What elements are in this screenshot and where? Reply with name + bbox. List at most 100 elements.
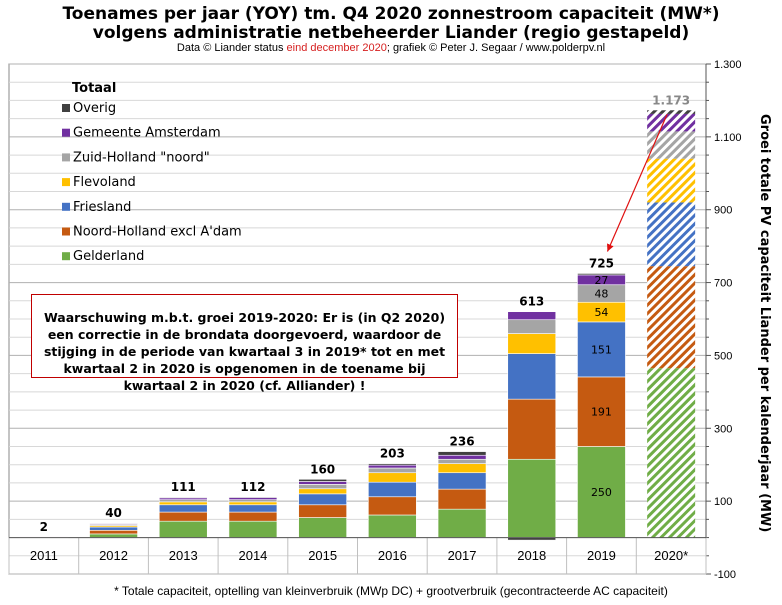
legend-swatch xyxy=(62,227,70,236)
bar-segment xyxy=(228,496,278,498)
x-tick-label: 2012 xyxy=(99,548,128,563)
bar-segment xyxy=(577,376,626,447)
x-tick-label: 2013 xyxy=(169,548,198,563)
bar-segment xyxy=(507,398,557,460)
bar-segment xyxy=(647,110,696,114)
y-tick-label: 300 xyxy=(714,423,732,435)
total-label: 236 xyxy=(450,435,475,449)
bar-segment xyxy=(368,514,417,538)
y-tick-label: 700 xyxy=(714,278,732,290)
bar-segment xyxy=(298,484,347,490)
total-label: 1.173 xyxy=(652,93,690,107)
bar-segment xyxy=(437,488,487,510)
bar-segment xyxy=(437,454,487,460)
bar-segment xyxy=(298,481,347,485)
bar-segment xyxy=(647,368,696,538)
bar-segment xyxy=(228,497,278,500)
segment-label: 151 xyxy=(591,343,612,356)
subtitle-prefix: Data © Liander status xyxy=(176,42,287,54)
bar-segment xyxy=(158,504,208,513)
legend-label: Overig xyxy=(73,101,116,116)
bar-segment xyxy=(298,488,347,495)
bar-segment xyxy=(647,131,696,159)
bar-segment xyxy=(368,496,417,516)
bar-segment xyxy=(368,472,417,483)
legend-swatch xyxy=(62,153,70,162)
subtitle-suffix: ; grafiek © Peter J. Segaar / www.polder… xyxy=(386,42,606,54)
bar-segment xyxy=(437,463,487,474)
bar-segment xyxy=(228,520,278,538)
chart-title: Toenames per jaar (YOY) tm. Q4 2020 zonn… xyxy=(62,4,720,24)
total-label: 2 xyxy=(40,520,48,534)
bar-segment xyxy=(507,353,557,400)
y-tick-label: 100 xyxy=(714,496,732,508)
total-label: 203 xyxy=(380,447,405,461)
legend-label: Friesland xyxy=(73,200,131,215)
x-tick-label: 2016 xyxy=(378,548,407,563)
total-label: 112 xyxy=(240,480,265,494)
bar-segment xyxy=(158,496,208,499)
legend-label: Gemeente Amsterdam xyxy=(73,126,221,141)
legend-label: Flevoland xyxy=(73,175,136,190)
bar-segment xyxy=(368,467,417,474)
bar-segment xyxy=(298,478,347,482)
x-tick-label: 2018 xyxy=(517,548,546,563)
segment-label: 27 xyxy=(594,274,608,287)
bar-segment xyxy=(647,113,696,132)
subtitle-status-date: eind december 2020 xyxy=(286,42,387,54)
segment-label: 54 xyxy=(594,306,608,319)
legend-swatch xyxy=(62,252,70,261)
bar-segment xyxy=(89,522,138,524)
chart-title-line2: volgens administratie netbeheerder Liand… xyxy=(92,23,690,43)
legend-label: Noord-Holland excl A'dam xyxy=(73,225,242,240)
warning-box: Waarschuwing m.b.t. groei 2019-2020: Er … xyxy=(31,294,458,393)
bar-segment xyxy=(647,202,696,267)
bar-segment xyxy=(298,504,347,518)
y-tick-label: 1.300 xyxy=(714,59,742,71)
bar-segment xyxy=(228,501,278,506)
bar-segment xyxy=(368,464,417,469)
bar-segment xyxy=(577,321,626,378)
legend-title: Totaal xyxy=(72,81,116,96)
x-tick-label: 2014 xyxy=(238,548,267,563)
bar-segment xyxy=(298,493,347,506)
total-label: 613 xyxy=(519,295,544,309)
bar-segment xyxy=(158,501,208,506)
bar-segment xyxy=(647,266,696,369)
bar-segment xyxy=(158,499,208,503)
y-axis-label: Groei totale PV capaciteit Liander per k… xyxy=(757,113,772,533)
bar-segment xyxy=(437,472,487,490)
footnote: * Totale capaciteit, optelling van klein… xyxy=(114,584,668,598)
bar-segment xyxy=(89,529,138,535)
total-label: 111 xyxy=(171,480,196,494)
x-tick-label: 2019 xyxy=(587,548,616,563)
x-tick-label: 2015 xyxy=(308,548,337,563)
legend-swatch xyxy=(62,104,70,112)
x-tick-label: 2011 xyxy=(30,548,58,563)
bar-segment xyxy=(228,504,278,513)
bar-segment xyxy=(298,517,347,538)
bar-segment xyxy=(507,319,557,334)
legend-swatch xyxy=(62,202,70,211)
bar-segment xyxy=(577,273,626,276)
total-label: 40 xyxy=(105,506,122,520)
bar-segment xyxy=(89,526,138,531)
bar-segment xyxy=(368,481,417,498)
bar-segment xyxy=(507,458,557,538)
bar-segment xyxy=(507,333,557,354)
y-tick-label: 1.100 xyxy=(714,132,742,144)
segment-label: 191 xyxy=(591,406,612,419)
bar-segment xyxy=(437,451,487,456)
total-label: 160 xyxy=(310,462,335,476)
segment-label: 48 xyxy=(594,288,608,301)
legend-swatch xyxy=(62,128,70,137)
segment-label: 250 xyxy=(591,486,612,499)
y-tick-label: 500 xyxy=(714,350,732,362)
bar-segment xyxy=(228,511,278,522)
x-tick-label: 2020* xyxy=(654,548,688,563)
bar-segment xyxy=(437,508,487,538)
bar-segment xyxy=(437,458,487,464)
y-tick-label: -100 xyxy=(714,569,736,581)
legend-swatch xyxy=(62,178,70,187)
bar-segment xyxy=(507,311,557,321)
